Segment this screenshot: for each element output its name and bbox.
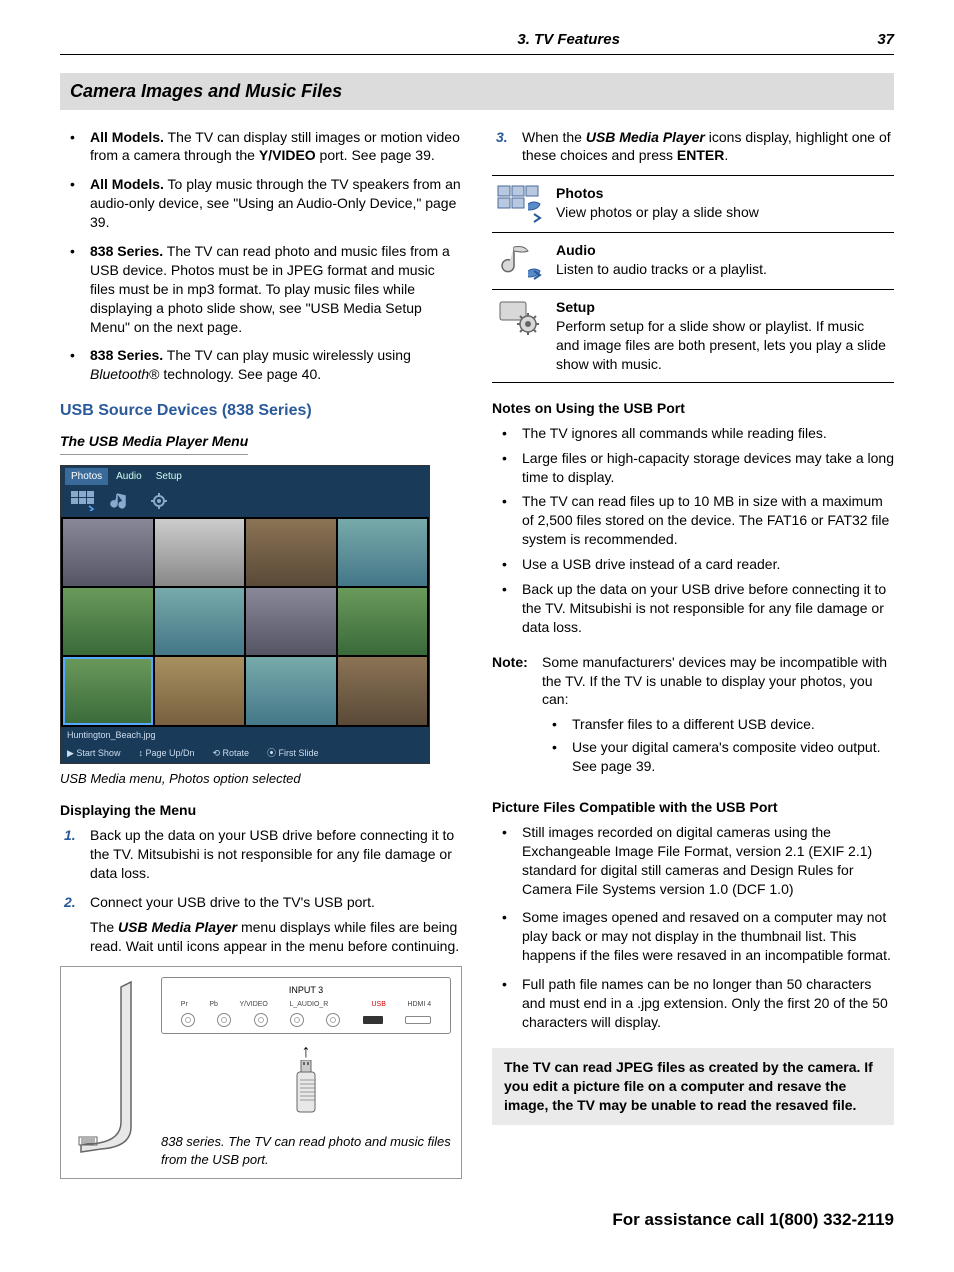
arrow-up-icon: ↑	[161, 1042, 451, 1060]
option-desc: View photos or play a slide show	[556, 203, 890, 222]
tab-photos: Photos	[65, 468, 108, 486]
note-sublist: Transfer files to a different USB device…	[542, 715, 894, 776]
tv-side-icon	[71, 977, 151, 1157]
notes-heading: Notes on Using the USB Port	[492, 399, 894, 418]
bullet-item: Still images recorded on digital cameras…	[492, 823, 894, 899]
note-text: Some manufacturers' devices may be incom…	[542, 654, 887, 708]
bullet-item: Some images opened and resaved on a comp…	[492, 908, 894, 965]
bullet-item: 838 Series. The TV can play music wirele…	[60, 346, 462, 384]
bullet-item: The TV ignores all commands while readin…	[492, 424, 894, 443]
option-row: Setup Perform setup for a slide show or …	[492, 290, 894, 382]
diagram-caption: 838 series. The TV can read photo and mu…	[161, 1133, 451, 1168]
note-block: Note: Some manufacturers' devices may be…	[492, 653, 894, 780]
bullet-item: Use your digital camera's composite vide…	[542, 738, 894, 776]
selected-filename: Huntington_Beach.jpg	[61, 727, 429, 743]
bullet-item: 838 Series. The TV can read photo and mu…	[60, 242, 462, 336]
option-desc: Listen to audio tracks or a playlist.	[556, 260, 890, 279]
bullet-item: The TV can read files up to 10 MB in siz…	[492, 492, 894, 549]
bullet-item: Use a USB drive instead of a card reader…	[492, 555, 894, 574]
bullet-item: All Models. To play music through the TV…	[60, 175, 462, 232]
page-number: 37	[877, 30, 894, 50]
sub-heading: The USB Media Player Menu	[60, 432, 248, 455]
options-table: Photos View photos or play a slide show …	[492, 175, 894, 383]
page-header: 3. TV Features 37	[60, 30, 894, 55]
hdmi-port-icon	[405, 1016, 431, 1024]
compat-list: Still images recorded on digital cameras…	[492, 823, 894, 1032]
note-icon	[109, 491, 133, 511]
tab-setup: Setup	[150, 468, 188, 486]
compat-heading: Picture Files Compatible with the USB Po…	[492, 798, 894, 817]
screenshot-caption: USB Media menu, Photos option selected	[60, 770, 462, 788]
audio-note-icon	[496, 241, 544, 281]
photos-grid-icon	[496, 184, 544, 224]
jpeg-warning: The TV can read JPEG files as created by…	[492, 1048, 894, 1125]
bullet-item: All Models. The TV can display still ima…	[60, 128, 462, 166]
footer-action: ⟲ Rotate	[212, 747, 249, 759]
usb-media-screenshot: Photos Audio Setup Huntington_Beach.jpg …	[60, 465, 430, 764]
note-label: Note:	[492, 653, 534, 780]
option-row: Audio Listen to audio tracks or a playli…	[492, 233, 894, 290]
section-title: Camera Images and Music Files	[60, 73, 894, 109]
usb-connection-diagram: INPUT 3 Pr Pb Y/VIDEO L_AUDIO_R USB HDMI…	[60, 966, 462, 1180]
right-column: When the USB Media Player icons display,…	[492, 128, 894, 1180]
step-item: When the USB Media Player icons display,…	[492, 128, 894, 166]
step-item: Connect your USB drive to the TV's USB p…	[60, 893, 462, 956]
footer-action: ↕ Page Up/Dn	[138, 747, 194, 759]
left-column: All Models. The TV can display still ima…	[60, 128, 462, 1180]
option-title: Setup	[556, 298, 890, 317]
option-row: Photos View photos or play a slide show	[492, 176, 894, 233]
intro-bullets: All Models. The TV can display still ima…	[60, 128, 462, 385]
gear-icon	[147, 491, 171, 511]
subsection-heading: USB Source Devices (838 Series)	[60, 400, 462, 422]
step-item: Back up the data on your USB drive befor…	[60, 826, 462, 883]
footer-action: ⦿ First Slide	[267, 747, 319, 759]
steps-heading: Displaying the Menu	[60, 801, 462, 820]
bullet-item: Large files or high-capacity storage dev…	[492, 449, 894, 487]
bullet-item: Transfer files to a different USB device…	[542, 715, 894, 734]
assistance-footer: For assistance call 1(800) 332-2119	[60, 1209, 894, 1232]
chapter-title: 3. TV Features	[60, 30, 877, 50]
option-desc: Perform setup for a slide show or playli…	[556, 317, 890, 374]
option-title: Photos	[556, 184, 890, 203]
option-title: Audio	[556, 241, 890, 260]
bullet-item: Back up the data on your USB drive befor…	[492, 580, 894, 637]
setup-gear-icon	[496, 298, 544, 338]
usb-port-icon	[363, 1016, 383, 1024]
panel-label: INPUT 3	[170, 984, 442, 996]
steps-list: Back up the data on your USB drive befor…	[60, 826, 462, 955]
tab-audio: Audio	[110, 468, 148, 486]
grid-icon	[71, 491, 95, 511]
bullet-item: Full path file names can be no longer th…	[492, 975, 894, 1032]
usb-notes-list: The TV ignores all commands while readin…	[492, 424, 894, 637]
usb-stick-icon	[293, 1060, 319, 1120]
footer-action: ▶ Start Show	[67, 747, 120, 759]
